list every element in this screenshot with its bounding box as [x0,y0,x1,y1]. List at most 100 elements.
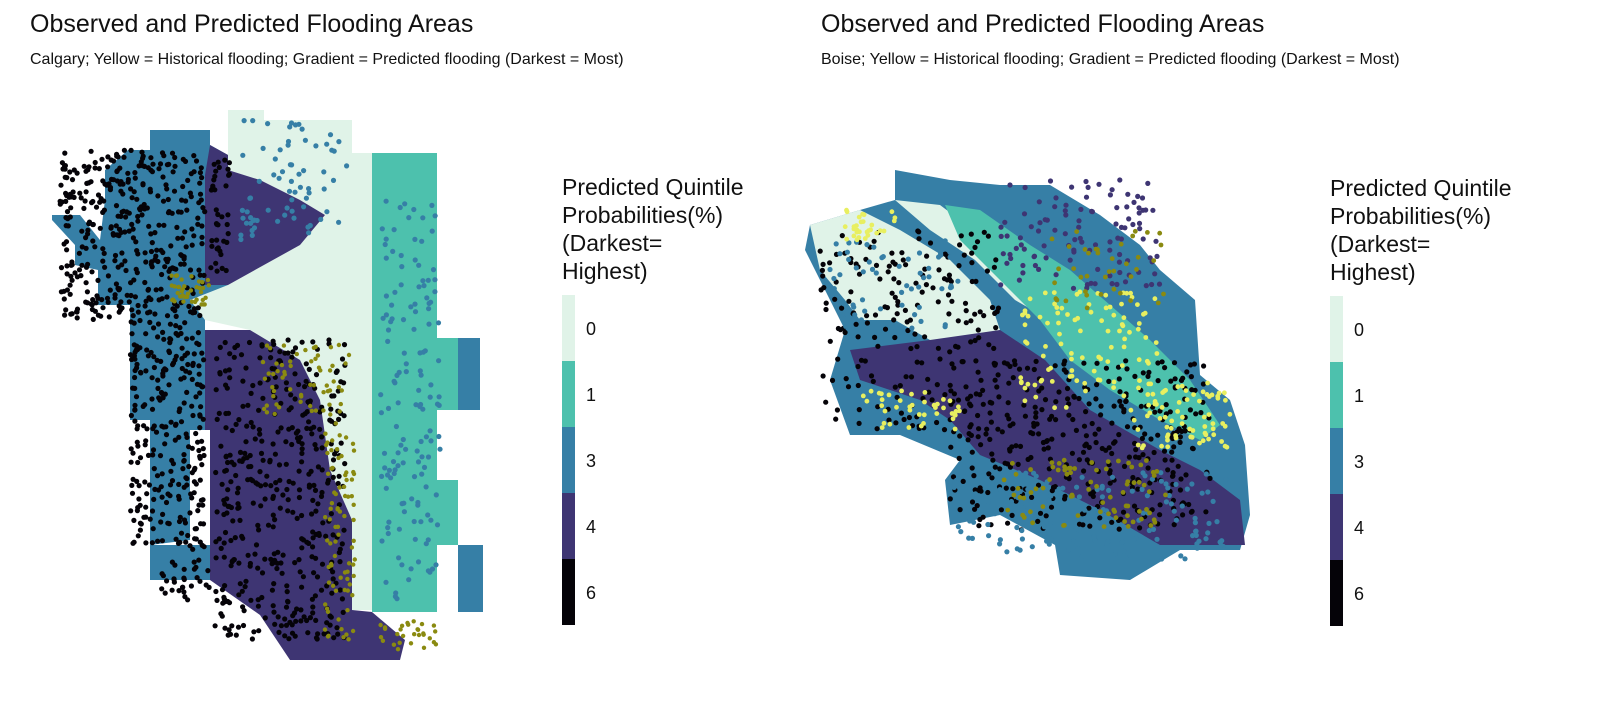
hex-cell [1124,424,1131,430]
hex-cell [991,345,997,351]
hex-cell [126,228,132,234]
hex-cell [436,358,442,364]
hex-cell [403,361,409,367]
hex-cell [396,526,402,532]
hex-cell [1179,503,1185,509]
hex-cell [150,526,156,532]
hex-cell [995,426,1001,432]
hex-cell [411,518,417,525]
hex-cell [864,242,870,248]
hex-cell [198,521,204,527]
hex-cell [247,560,253,567]
hex-cell [319,467,325,473]
hex-cell [223,454,229,460]
hex-cell [255,597,261,603]
hex-cell [1109,450,1115,457]
legend-swatch [1330,494,1343,560]
hex-cell [1131,503,1138,509]
hex-cell [195,330,201,336]
hex-cell [1042,217,1048,223]
hex-cell [162,264,168,270]
hex-cell [274,402,279,407]
hex-cell [894,394,900,400]
hex-cell [408,566,414,572]
hex-cell [1103,305,1109,311]
hex-cell [1145,373,1151,379]
hex-cell [222,625,228,631]
zone-quintile-3-southeast [458,545,483,612]
hex-cell [877,306,884,312]
hex-cell [112,295,118,301]
hex-cell [1118,241,1124,247]
hex-cell [1139,195,1146,201]
hex-cell [137,520,143,526]
hex-cell [189,335,195,341]
hex-cell [159,494,165,500]
hex-cell [318,493,325,499]
hex-cell [238,236,244,243]
hex-cell [1205,530,1211,536]
hex-cell [1114,281,1120,287]
hex-cell [1125,479,1131,484]
hex-cell [92,159,98,166]
hex-cell [947,479,953,485]
hex-cell [990,457,996,463]
hex-cell [1144,507,1149,512]
hex-cell [314,636,320,642]
hex-cell [892,294,898,300]
hex-cell [274,487,280,493]
hex-cell [64,247,70,253]
hex-cell [399,623,405,628]
hex-cell [149,508,156,514]
hex-cell [303,361,309,367]
hex-cell [383,236,389,242]
hex-cell [1069,368,1075,373]
hex-cell [154,357,160,363]
hex-cell [331,148,337,154]
hex-cell [412,536,418,542]
hex-cell [319,489,325,496]
hex-cell [1069,492,1075,498]
hex-cell [134,508,140,514]
hex-cell [393,423,399,430]
hex-cell [181,589,187,595]
legend-key-label: 3 [586,451,597,471]
hex-cell [425,277,431,283]
hex-cell [1203,432,1209,438]
legend-swatch [1330,560,1343,626]
hex-cell [1151,449,1157,456]
hex-cell [129,195,135,201]
hex-cell [339,596,345,602]
hex-cell [260,395,266,401]
hex-cell [1155,360,1161,366]
hex-cell [306,186,312,192]
hex-cell [969,260,975,266]
hex-cell [123,214,129,220]
hex-cell [145,287,151,293]
hex-cell [328,511,334,517]
hex-cell [1106,511,1111,517]
hex-cell [1200,381,1206,387]
hex-cell [960,478,966,484]
hex-cell [906,425,912,430]
legend-key-label: 0 [1354,320,1365,340]
hex-cell [70,189,76,195]
hex-cell [269,587,275,593]
hex-cell [273,384,279,390]
hex-cell [197,170,203,176]
hex-cell [1124,290,1130,296]
hex-cell [156,222,162,228]
hex-cell [1136,321,1142,326]
hex-cell [1103,365,1109,371]
hex-cell [1146,527,1152,534]
hex-cell [196,341,202,348]
hex-cell [386,519,392,525]
hex-cell [284,583,290,589]
hex-cell [1049,488,1055,494]
hex-cell [183,198,189,204]
hex-cell [1173,517,1179,523]
hex-cell [1042,530,1048,537]
hex-cell [1082,380,1088,386]
hex-cell [135,533,141,539]
hex-cell [164,313,171,319]
